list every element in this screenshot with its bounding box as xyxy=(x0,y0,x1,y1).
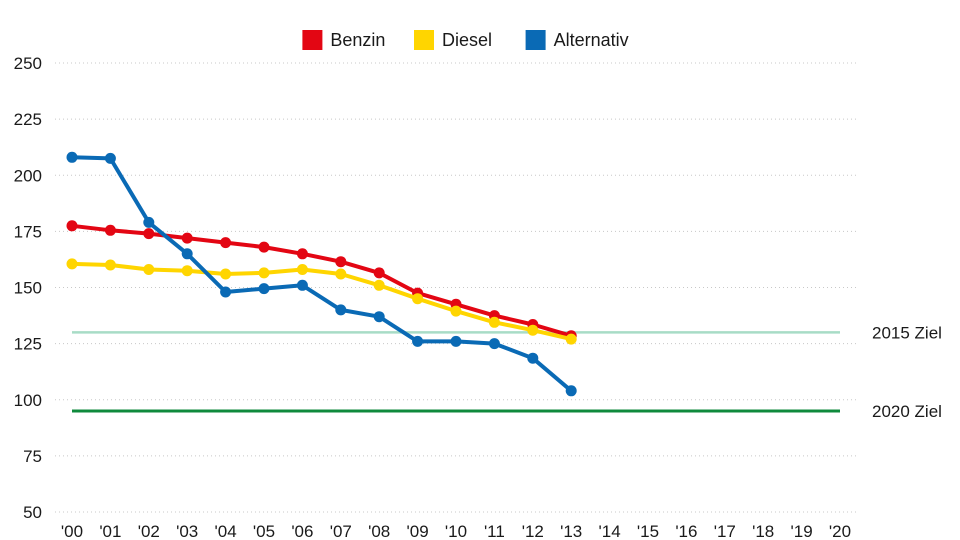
y-tick-label: 225 xyxy=(14,110,42,129)
legend-swatch-benzin xyxy=(302,30,323,50)
legend-label-benzin: Benzin xyxy=(330,30,385,50)
x-tick-label: '11 xyxy=(484,522,505,540)
x-tick-label: '13 xyxy=(560,522,582,540)
series-line-diesel xyxy=(70,261,574,342)
data-point-benzin xyxy=(66,220,78,232)
x-tick-label: '16 xyxy=(675,522,697,540)
data-point-alternativ xyxy=(181,248,193,260)
data-point-diesel xyxy=(143,264,155,275)
data-point-benzin xyxy=(335,256,347,268)
y-tick-label: 150 xyxy=(14,279,42,298)
x-tick-label: '20 xyxy=(829,522,851,540)
y-tick-label: 50 xyxy=(23,503,42,522)
y-tick-label: 175 xyxy=(14,222,42,241)
x-axis: '00 '01 '02 '03 '04 '05 '06 '07 '08 '09 '10 '11 '12 '… xyxy=(61,522,851,540)
x-tick-label: '00 xyxy=(61,522,83,540)
data-point-alternativ xyxy=(220,286,232,298)
data-point-alternativ xyxy=(335,304,347,316)
x-tick-label: '01 xyxy=(99,522,121,540)
x-tick-label: '17 xyxy=(714,522,736,540)
series-line-alternativ xyxy=(70,155,574,393)
reference-lines: 2015 Ziel 2020 Ziel xyxy=(72,323,942,421)
data-point-alternativ xyxy=(296,279,308,291)
data-point-alternativ xyxy=(104,152,116,164)
y-tick-label: 100 xyxy=(14,391,42,410)
x-tick-label: '05 xyxy=(253,522,275,540)
data-point-diesel xyxy=(412,293,424,305)
x-tick-label: '12 xyxy=(522,522,544,540)
x-tick-label: '18 xyxy=(752,522,774,540)
x-tick-label: '04 xyxy=(215,522,237,540)
data-point-alternativ xyxy=(527,352,539,364)
data-point-diesel xyxy=(104,259,116,271)
data-point-alternativ xyxy=(258,283,270,295)
data-point-alternativ xyxy=(66,151,78,163)
data-point-alternativ xyxy=(412,335,424,347)
legend-label-alternativ: Alternativ xyxy=(554,30,629,50)
data-point-benzin xyxy=(258,241,270,253)
data-point-diesel xyxy=(66,258,78,270)
x-tick-label: '10 xyxy=(445,522,467,540)
y-tick-label: 125 xyxy=(14,335,42,354)
data-point-diesel xyxy=(450,305,462,317)
legend: Benzin Diesel Alternativ xyxy=(302,30,629,50)
data-point-benzin xyxy=(220,237,232,249)
series-layer xyxy=(66,151,577,397)
data-point-benzin xyxy=(143,228,155,240)
y-tick-label: 200 xyxy=(14,166,42,185)
data-point-diesel xyxy=(296,264,308,275)
x-tick-label: '03 xyxy=(176,522,198,540)
x-tick-label: '09 xyxy=(407,522,429,540)
x-tick-label: '07 xyxy=(330,522,352,540)
x-tick-label: '02 xyxy=(138,522,160,540)
data-point-benzin xyxy=(296,248,308,260)
y-tick-label: 250 xyxy=(14,54,42,73)
data-point-diesel xyxy=(565,333,577,345)
data-point-alternativ xyxy=(450,335,462,347)
data-point-alternativ xyxy=(373,311,385,323)
data-point-diesel xyxy=(181,265,193,277)
data-point-benzin xyxy=(104,224,116,236)
x-tick-label: '15 xyxy=(637,522,659,540)
data-point-diesel xyxy=(488,316,500,328)
grid-layer xyxy=(55,62,858,513)
legend-swatch-alternativ xyxy=(525,30,546,50)
legend-label-diesel: Diesel xyxy=(442,30,492,50)
data-point-diesel xyxy=(373,279,385,291)
data-point-benzin xyxy=(373,267,385,279)
data-point-alternativ xyxy=(565,385,577,397)
data-point-diesel xyxy=(527,324,539,336)
x-tick-label: '19 xyxy=(791,522,813,540)
data-point-diesel xyxy=(258,267,270,279)
x-tick-label: '06 xyxy=(291,522,313,540)
data-point-benzin xyxy=(181,232,193,244)
data-point-alternativ xyxy=(488,338,500,350)
series-line-benzin xyxy=(70,223,574,338)
y-axis: 250 225 200 175 150 125 100 75 50 xyxy=(14,54,42,522)
legend-swatch-diesel xyxy=(414,30,434,50)
data-point-alternativ xyxy=(143,216,155,228)
y-tick-label: 75 xyxy=(23,447,42,466)
data-point-diesel xyxy=(220,268,232,280)
reference-line-label: 2020 Ziel xyxy=(872,402,942,421)
x-tick-label: '14 xyxy=(599,522,621,540)
data-point-diesel xyxy=(335,268,347,280)
reference-line-label: 2015 Ziel xyxy=(872,323,942,342)
x-tick-label: '08 xyxy=(368,522,390,540)
